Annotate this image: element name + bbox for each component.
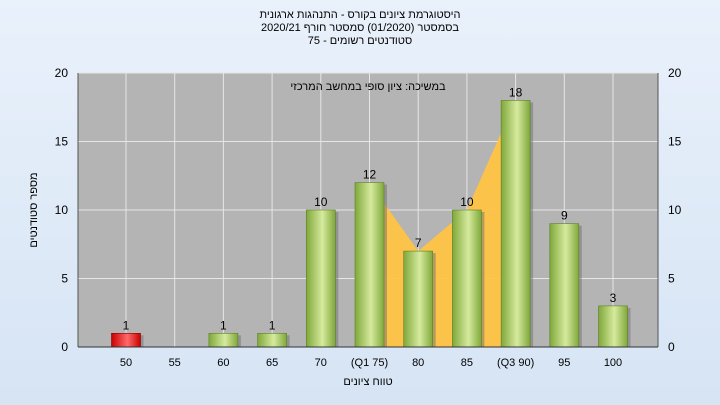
- bar: [208, 332, 239, 348]
- y-tick-label-left: 5: [61, 272, 68, 286]
- chart-annotation: במשיכה: ציון סופי במחשב המרכזי: [290, 81, 446, 93]
- y-tick-label-left: 10: [55, 203, 69, 217]
- x-tick-label: 100: [604, 357, 622, 369]
- bar-value-label: 3: [610, 291, 617, 305]
- y-axis-label: מספר סטודנטים: [28, 172, 40, 247]
- x-axis-label: טווח ציונים: [343, 376, 392, 388]
- bar: [354, 182, 385, 348]
- y-tick-label-right: 10: [668, 203, 682, 217]
- y-tick-label-right: 15: [668, 135, 682, 149]
- x-tick-label: 65: [266, 357, 278, 369]
- x-tick-label: 60: [217, 357, 229, 369]
- title-line-2: בסמסטר (01/2020) סמסטר חורף 2020/21: [260, 22, 460, 34]
- chart-title: היסטוגרמת ציונים בקורס - התנהגות ארגונית…: [0, 9, 720, 48]
- y-tick-label-right: 5: [668, 272, 675, 286]
- bar: [403, 250, 434, 348]
- bar: [257, 332, 287, 348]
- x-tick-label: 55: [169, 357, 181, 369]
- bar: [452, 209, 482, 348]
- x-tick-label: 95: [558, 357, 570, 369]
- bar-value-label: 18: [509, 85, 523, 99]
- bar: [500, 100, 531, 348]
- bar: [598, 305, 628, 348]
- bar-value-label: 1: [220, 318, 227, 332]
- y-tick-label-left: 0: [61, 340, 68, 354]
- title-line-1: היסטוגרמת ציונים בקורס - התנהגות ארגונית: [259, 9, 461, 21]
- y-tick-label-right: 20: [668, 66, 682, 80]
- y-tick-label-right: 0: [668, 340, 675, 354]
- bar-value-label: 12: [363, 168, 377, 182]
- x-tick-label: 70: [315, 357, 327, 369]
- bar: [549, 223, 580, 348]
- bar-value-label: 1: [269, 318, 276, 332]
- bar-value-label: 7: [415, 236, 422, 250]
- title-line-3: סטודנטים רשומים - 75: [307, 35, 413, 47]
- bar: [111, 332, 141, 348]
- bar-value-label: 10: [460, 195, 474, 209]
- bar-value-label: 1: [123, 318, 130, 332]
- x-tick-label: 80: [412, 357, 424, 369]
- bar: [305, 209, 336, 348]
- value-labels: 1 1 1 10 12 7 10 18 9 3: [123, 85, 617, 332]
- bar-value-label: 10: [314, 195, 328, 209]
- y-tick-label-left: 20: [55, 66, 69, 80]
- x-tick-label: (Q1 75): [351, 357, 388, 369]
- x-tick-label: (Q3 90): [497, 357, 534, 369]
- y-tick-label-left: 15: [55, 135, 69, 149]
- x-tick-label: 50: [120, 357, 132, 369]
- x-tick-label: 85: [461, 357, 473, 369]
- bar-value-label: 9: [561, 209, 568, 223]
- bars: [111, 100, 631, 348]
